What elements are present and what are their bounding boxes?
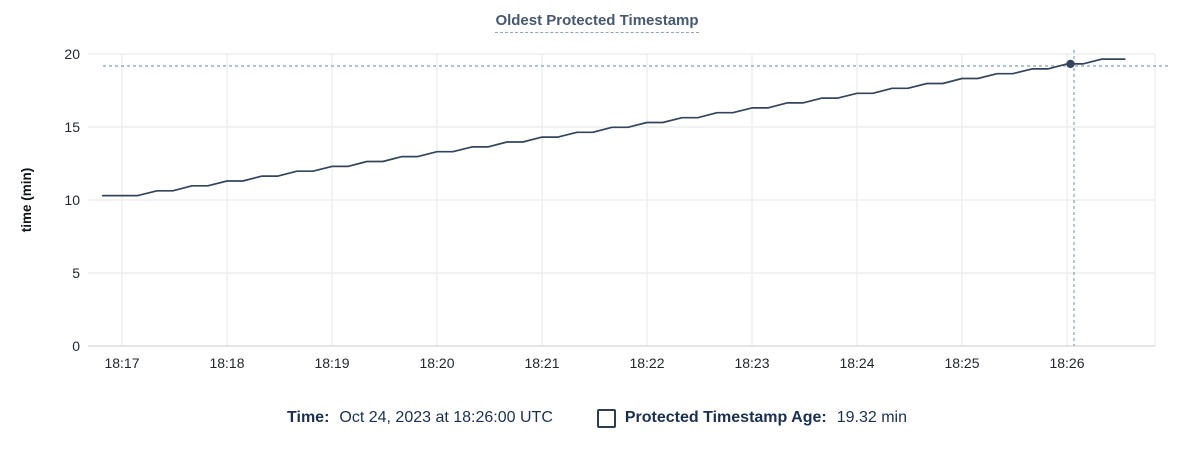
time-label: Time: <box>287 409 330 426</box>
y-gridlines <box>88 53 1155 347</box>
series-value: 19.32 min <box>836 409 907 426</box>
svg-text:18:19: 18:19 <box>314 355 349 371</box>
series-checkbox-icon[interactable] <box>596 408 616 428</box>
svg-text:18:22: 18:22 <box>629 355 664 371</box>
chart-title[interactable]: Oldest Protected Timestamp <box>495 12 699 33</box>
svg-text:20: 20 <box>64 46 80 62</box>
svg-text:10: 10 <box>64 192 80 208</box>
svg-text:0: 0 <box>72 338 80 354</box>
y-axis-labels: 0 5 10 15 20 <box>64 46 80 354</box>
svg-text:5: 5 <box>72 265 80 281</box>
series-label: Protected Timestamp Age: <box>624 409 827 426</box>
x-axis-labels: 18:17 18:18 18:19 18:20 18:21 18:22 18:23 18:24… <box>104 355 1084 371</box>
svg-text:18:25: 18:25 <box>944 355 979 371</box>
chart-header: Oldest Protected Timestamp <box>0 0 1194 33</box>
legend-spacer <box>553 418 597 419</box>
series-line <box>101 58 1126 197</box>
y-axis-title: time (min) <box>19 168 34 233</box>
svg-text:18:18: 18:18 <box>209 355 244 371</box>
svg-text:18:17: 18:17 <box>104 355 139 371</box>
crosshair-lines <box>103 50 1170 346</box>
svg-text:18:23: 18:23 <box>734 355 769 371</box>
chart-legend: Time: Oct 24, 2023 at 18:26:00 UTC Prote… <box>0 408 1194 428</box>
legend-series-item[interactable]: Protected Timestamp Age: 19.32 min <box>596 408 907 428</box>
svg-text:18:20: 18:20 <box>419 355 454 371</box>
svg-text:18:21: 18:21 <box>524 355 559 371</box>
svg-text:15: 15 <box>64 119 80 135</box>
time-value: Oct 24, 2023 at 18:26:00 UTC <box>339 409 553 426</box>
svg-text:18:24: 18:24 <box>839 355 874 371</box>
highlight-marker <box>1066 59 1075 69</box>
svg-text:18:26: 18:26 <box>1049 355 1084 371</box>
